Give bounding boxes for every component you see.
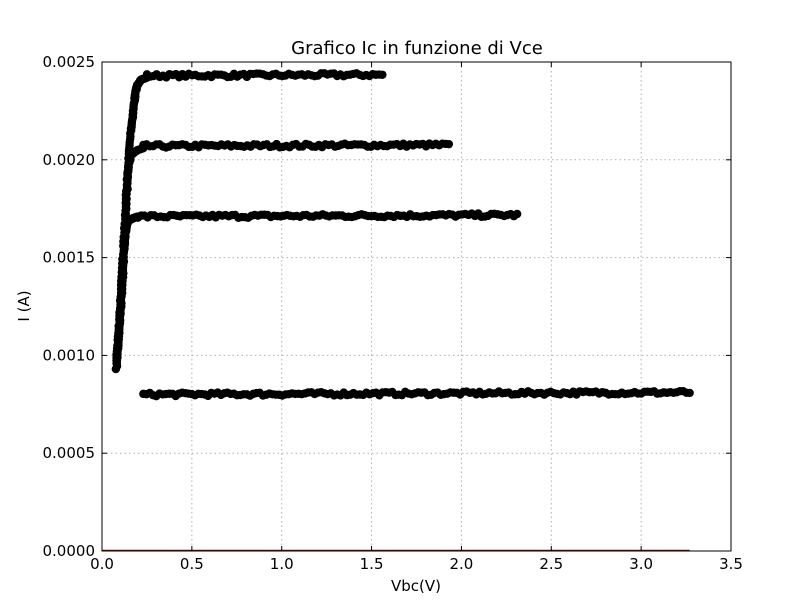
y-axis-label: I (A) (15, 290, 33, 321)
ticks: 0.0 0.5 1.0 1.5 2.0 2.5 3.0 3.5 0.0000 0.0005 0.00… (43, 53, 743, 573)
x-tick-label: 2.5 (539, 555, 563, 573)
chart-title: Grafico Ic in funzione di Vce (291, 38, 543, 59)
x-tick-label: 3.0 (629, 555, 653, 573)
x-axis-label: Vbc(V) (391, 577, 441, 595)
data-point (444, 139, 454, 149)
y-tick-label: 0.0015 (43, 249, 96, 267)
data-point (685, 388, 694, 398)
y-tick-label: 0.0020 (43, 151, 96, 169)
x-tick-label: 0.5 (180, 555, 204, 573)
y-tick-label: 0.0010 (43, 346, 96, 364)
y-tick-label: 0.0005 (43, 444, 96, 462)
x-tick-label: 1.0 (270, 555, 294, 573)
x-tick-label: 0.0 (90, 555, 114, 573)
x-tick-label: 2.0 (449, 555, 473, 573)
x-tick-label: 1.5 (360, 555, 384, 573)
series-3 (112, 209, 522, 368)
data-point (512, 209, 522, 219)
plot-frame (101, 61, 732, 552)
x-tick-label: 3.5 (719, 555, 743, 573)
y-tick-label: 0.0000 (43, 542, 96, 560)
data-point (378, 70, 387, 79)
series-4 (139, 386, 694, 401)
y-tick-label: 0.0025 (43, 53, 96, 71)
